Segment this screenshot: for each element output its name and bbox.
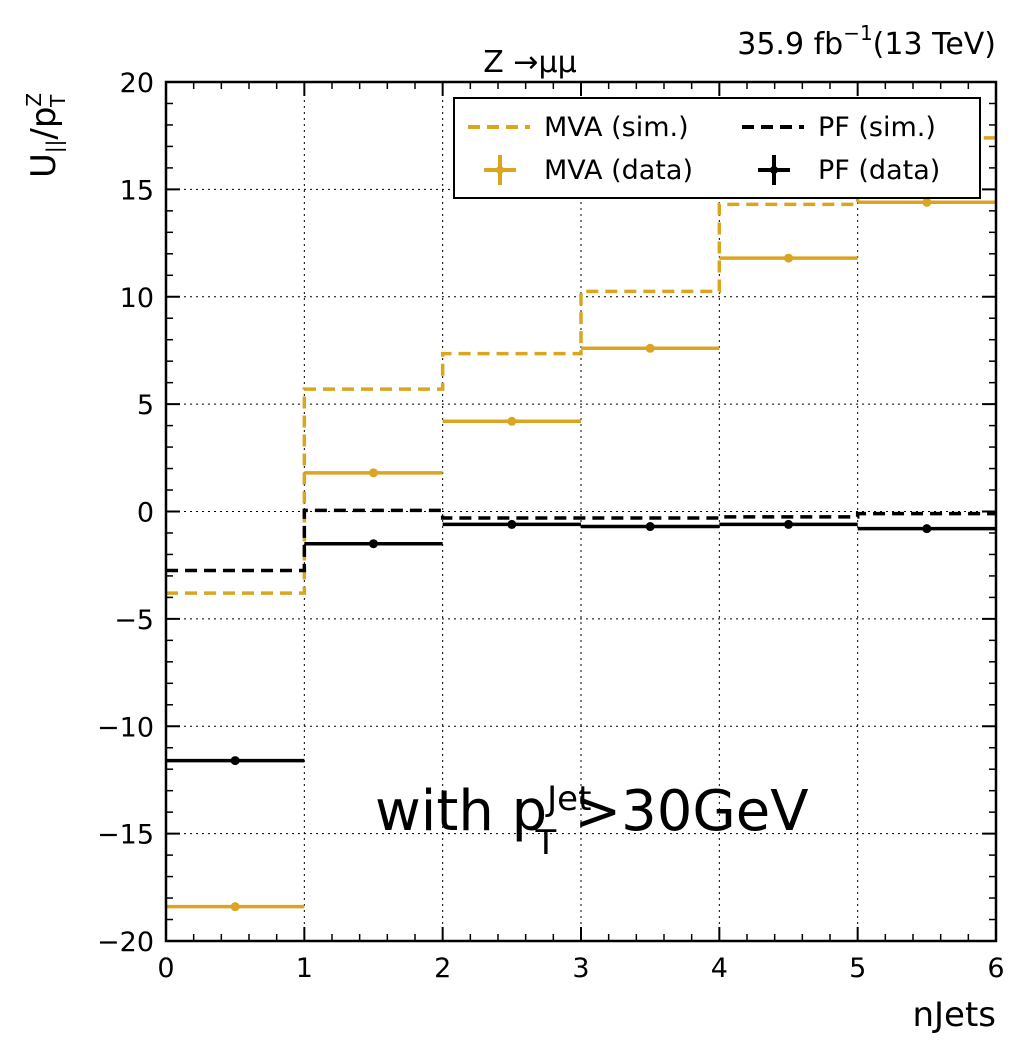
data-point-pf-data (922, 524, 932, 534)
legend-label-pf-sim: PF (sim.) (818, 112, 936, 143)
data-point-mva-data (507, 416, 517, 426)
x-tick-label: 3 (572, 953, 589, 984)
y-tick-label: 10 (120, 283, 154, 314)
axis-ticks (165, 81, 997, 942)
y-tick-label: 0 (137, 498, 154, 529)
x-tick-label: 5 (849, 953, 866, 984)
y-axis-title: U||/pZT (22, 93, 70, 178)
x-tick-label: 0 (157, 953, 174, 984)
cut-annotation: with pJet T >30GeV (375, 779, 809, 863)
y-tick-label: −10 (97, 712, 154, 743)
y-tick-label: 5 (137, 390, 154, 421)
legend-box (453, 97, 981, 199)
data-point-pf-data (784, 519, 793, 529)
y-tick-label: 20 (120, 68, 154, 99)
legend-swatch-mva-data (484, 155, 516, 185)
y-tick-label: −15 (97, 820, 154, 851)
x-tick-label: 2 (434, 953, 451, 984)
y-tick-label: 15 (120, 175, 154, 206)
series-line-pf-sim (166, 508, 996, 573)
lumi-label: 35.9 fb−1(13 TeV) (737, 21, 996, 62)
tick-labels: 0 1 2 3 4 5 6 20 15 10 5 0 −5 −10 −15 −20 (97, 68, 1005, 984)
x-axis-title: nJets (912, 995, 996, 1035)
legend-label-pf-data: PF (data) (818, 155, 940, 186)
data-point-mva-data (922, 197, 932, 207)
data-point-pf-data (230, 756, 240, 766)
data-point-pf-data (507, 519, 517, 529)
legend-label-mva-sim: MVA (sim.) (544, 112, 689, 143)
legend: MVA (sim.) PF (sim.) MVA (data) PF (data… (453, 97, 981, 199)
legend-swatch-pf-data (758, 155, 790, 185)
x-tick-label: 1 (296, 953, 313, 984)
data-point-pf-data (645, 522, 655, 532)
y-tick-label: −5 (114, 605, 154, 636)
x-tick-label: 4 (711, 953, 728, 984)
x-tick-label: 6 (987, 953, 1004, 984)
data-point-pf-data (369, 539, 378, 549)
data-point-mva-data (369, 468, 378, 478)
data-point-mva-data (784, 253, 793, 263)
data-point-mva-data (645, 343, 655, 353)
legend-label-mva-data: MVA (data) (544, 155, 693, 186)
process-label: Z →μμ (483, 45, 576, 80)
data-point-mva-data (230, 902, 240, 912)
y-tick-label: −20 (97, 927, 154, 958)
